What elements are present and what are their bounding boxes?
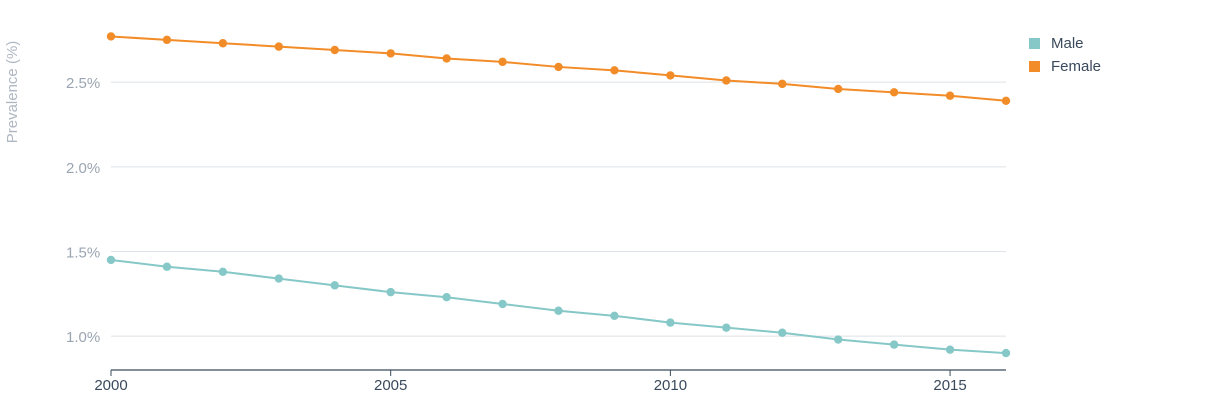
data-point-male[interactable] [610,311,619,321]
data-point-female[interactable] [274,42,284,51]
data-point-male[interactable] [218,267,228,277]
data-point-male[interactable] [722,323,731,332]
series-line-male [110,258,1007,355]
data-point-female[interactable] [722,76,731,85]
series-male [106,255,1011,358]
data-point-female[interactable] [218,39,228,48]
data-point-female[interactable] [442,54,451,63]
data-point-male[interactable] [778,328,787,337]
data-point-male[interactable] [498,299,507,309]
data-point-male[interactable] [945,345,955,354]
y-tick-label: 2.0% [66,160,100,177]
data-point-male[interactable] [554,306,563,315]
data-point-female[interactable] [778,79,787,89]
x-tick-label: 2000 [94,377,127,394]
data-point-male[interactable] [330,281,339,290]
data-point-female[interactable] [889,88,899,97]
data-point-male[interactable] [162,262,172,271]
data-point-female[interactable] [386,49,395,58]
data-point-female[interactable] [610,66,619,75]
legend[interactable]: Male Female [1029,35,1101,75]
data-point-male[interactable] [889,340,899,349]
legend-item-male[interactable]: Male [1029,35,1084,52]
data-point-female[interactable] [330,45,339,55]
y-axis-label: Prevalence (%) [4,41,21,144]
data-point-female[interactable] [106,32,116,41]
x-tick-label: 2010 [654,377,687,394]
data-point-male[interactable] [442,292,451,302]
data-point-female[interactable] [1001,96,1011,106]
data-point-female[interactable] [498,57,507,67]
data-point-female[interactable] [833,84,843,94]
data-point-female[interactable] [162,35,172,45]
data-point-male[interactable] [666,318,675,327]
data-point-female[interactable] [554,62,563,72]
data-point-female[interactable] [945,91,955,100]
series [106,32,1011,358]
data-point-male[interactable] [833,335,843,344]
y-tick-label: 2.5% [66,75,100,92]
x-tick-label: 2005 [374,377,407,394]
legend-label-female: Female [1051,58,1101,75]
series-female [106,32,1011,106]
data-point-male[interactable] [106,255,116,265]
axes: 1.0% 1.5% 2.0% 2.5% 2000 2005 2010 2015 [66,75,1006,394]
y-tick-label: 1.5% [66,244,100,261]
legend-swatch-male [1029,38,1040,49]
y-tick-label: 1.0% [66,329,100,346]
legend-item-female[interactable]: Female [1029,58,1101,75]
gridlines [111,81,1006,337]
x-tick-label: 2015 [933,377,966,394]
data-point-male[interactable] [1001,348,1011,358]
data-point-male[interactable] [274,274,284,283]
legend-swatch-female [1029,61,1040,72]
data-point-male[interactable] [386,287,395,297]
legend-label-male: Male [1051,35,1084,52]
data-point-female[interactable] [666,71,675,80]
